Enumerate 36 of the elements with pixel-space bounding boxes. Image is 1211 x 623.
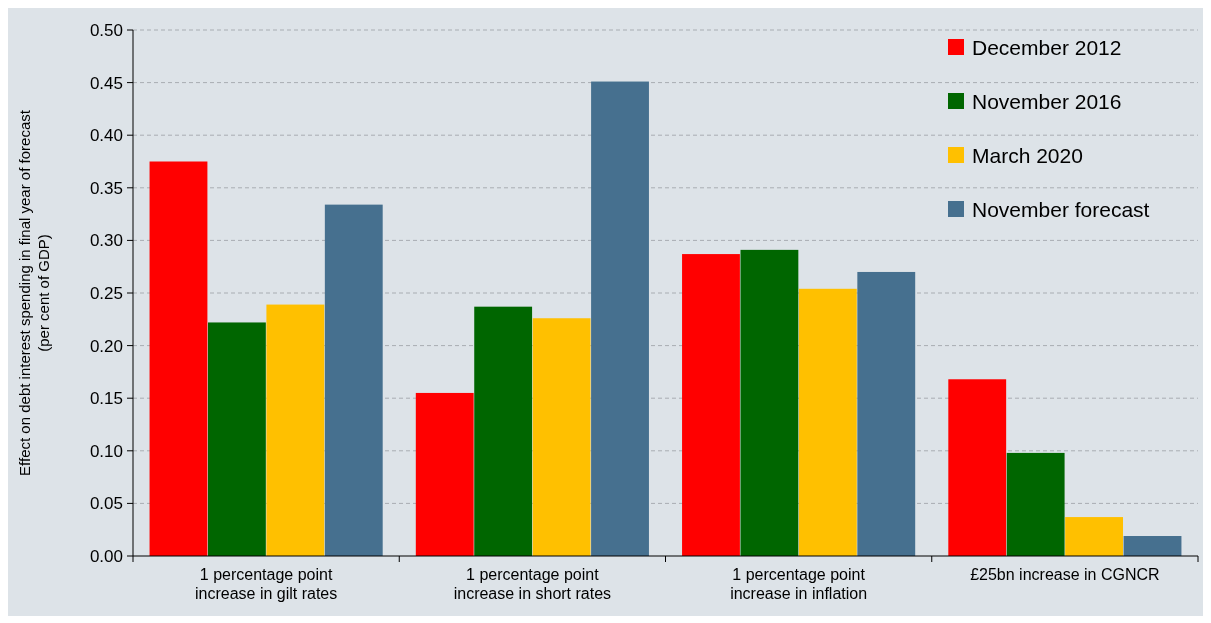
- x-tick-label: £25bn increase in CGNCR: [970, 566, 1160, 583]
- bar: [324, 204, 383, 556]
- bar: [207, 322, 266, 556]
- y-tick-label: 0.10: [89, 441, 123, 461]
- bar: [682, 254, 740, 556]
- bar: [532, 318, 591, 556]
- x-tick-label: 1 percentage point increase in short rates: [453, 566, 612, 602]
- x-tick-label: 1 percentage point increase in inflation: [730, 566, 868, 602]
- legend-label: December 2012: [972, 36, 1122, 60]
- bar: [149, 161, 208, 556]
- bar: [857, 271, 916, 556]
- bar: [798, 288, 857, 556]
- bar: [740, 249, 799, 556]
- y-tick-label: 0.50: [89, 20, 123, 40]
- legend-label: November forecast: [972, 198, 1150, 222]
- bar: [591, 81, 649, 556]
- x-tick-label: 1 percentage point increase in gilt rates: [194, 566, 338, 602]
- legend-label: November 2016: [972, 90, 1122, 114]
- bar: [266, 304, 325, 556]
- bar: [1006, 452, 1065, 556]
- y-tick-label: 0.20: [89, 336, 123, 356]
- y-tick-label: 0.35: [89, 178, 123, 198]
- bar: [474, 306, 533, 556]
- y-tick-label: 0.25: [89, 283, 123, 303]
- bar: [1065, 517, 1124, 556]
- bar: [948, 379, 1007, 556]
- y-tick-label: 0.45: [89, 73, 123, 93]
- bar: [1123, 536, 1182, 556]
- y-axis-title: Effect on debt interest spending in final year of forecast (per cent of GDP): [16, 109, 52, 476]
- y-tick-label: 0.05: [89, 494, 123, 514]
- y-tick-label: 0.15: [89, 389, 123, 409]
- y-tick-label: 0.00: [89, 546, 123, 566]
- y-tick-label: 0.30: [89, 231, 123, 251]
- bar: [415, 392, 474, 556]
- y-tick-label: 0.40: [89, 126, 123, 146]
- legend-label: March 2020: [972, 144, 1083, 168]
